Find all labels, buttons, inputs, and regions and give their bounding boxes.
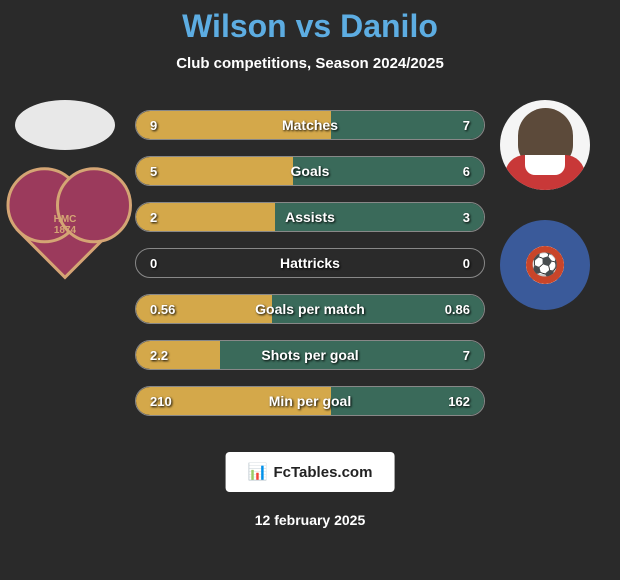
stat-row: 0.56 Goals per match 0.86 xyxy=(135,294,485,324)
stat-value-left: 2.2 xyxy=(150,348,168,363)
player-left-name: Wilson xyxy=(182,8,287,44)
stat-value-left: 0 xyxy=(150,256,157,271)
player-left-photo xyxy=(15,100,115,150)
stat-bar-left xyxy=(136,341,220,369)
player-right-photo xyxy=(500,100,590,190)
stat-value-right: 6 xyxy=(463,164,470,179)
footer-badge: 📊 FcTables.com xyxy=(226,452,395,492)
stat-label: Hattricks xyxy=(280,255,340,271)
stat-label: Goals xyxy=(291,163,330,179)
stat-value-right: 7 xyxy=(463,348,470,363)
stat-bar-right xyxy=(331,111,484,139)
stat-value-right: 7 xyxy=(463,118,470,133)
footer-site-text: FcTables.com xyxy=(274,464,373,481)
subtitle: Club competitions, Season 2024/2025 xyxy=(0,55,620,72)
stat-value-right: 0 xyxy=(463,256,470,271)
stat-value-left: 9 xyxy=(150,118,157,133)
chart-icon: 📊 xyxy=(248,462,268,482)
stats-container: 9 Matches 7 5 Goals 6 2 Assists 3 0 Hattricks 0 0.56… xyxy=(135,110,485,432)
stat-bar-left xyxy=(136,157,293,185)
stat-label: Assists xyxy=(285,209,335,225)
club-left-year: 1874 xyxy=(54,225,77,236)
vs-text: vs xyxy=(296,8,332,44)
stat-row: 210 Min per goal 162 xyxy=(135,386,485,416)
club-badge-left: HMC 1874 xyxy=(25,185,105,265)
stat-row: 0 Hattricks 0 xyxy=(135,248,485,278)
comparison-title: Wilson vs Danilo xyxy=(0,0,620,45)
stat-value-left: 0.56 xyxy=(150,302,175,317)
stat-value-right: 162 xyxy=(448,394,470,409)
stat-label: Min per goal xyxy=(269,393,351,409)
stat-row: 2 Assists 3 xyxy=(135,202,485,232)
stat-value-left: 210 xyxy=(150,394,172,409)
club-badge-right xyxy=(500,220,590,310)
club-left-initials: HMC xyxy=(54,214,77,225)
stat-value-left: 2 xyxy=(150,210,157,225)
stat-value-right: 0.86 xyxy=(445,302,470,317)
left-player-column: HMC 1874 xyxy=(10,100,120,265)
stat-label: Shots per goal xyxy=(261,347,358,363)
stat-row: 2.2 Shots per goal 7 xyxy=(135,340,485,370)
footer-date: 12 february 2025 xyxy=(255,512,366,528)
stat-label: Goals per match xyxy=(255,301,365,317)
stat-value-right: 3 xyxy=(463,210,470,225)
stat-label: Matches xyxy=(282,117,338,133)
club-left-text: HMC 1874 xyxy=(54,214,77,236)
stat-value-left: 5 xyxy=(150,164,157,179)
stat-row: 9 Matches 7 xyxy=(135,110,485,140)
player-right-name: Danilo xyxy=(340,8,438,44)
stat-row: 5 Goals 6 xyxy=(135,156,485,186)
right-player-column xyxy=(490,100,600,310)
